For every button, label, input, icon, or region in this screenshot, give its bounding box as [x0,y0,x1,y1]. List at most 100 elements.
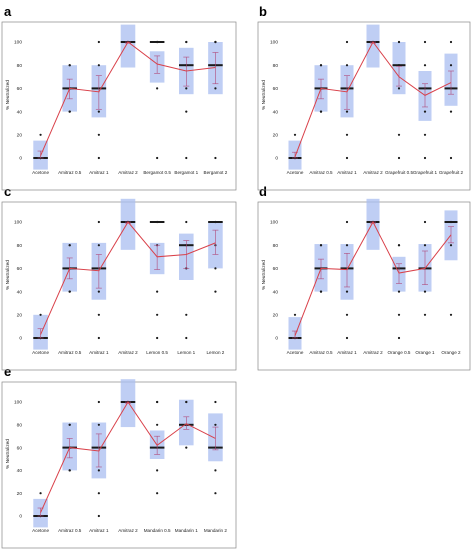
panel-letter-d: d [259,184,267,199]
y-tick-label: 80 [17,423,23,429]
y-tick-label: 40 [273,109,279,115]
y-tick-label: 60 [17,266,23,272]
data-point [97,514,100,518]
data-point [449,156,453,160]
mean-line [40,401,216,513]
data-point [97,423,100,426]
iqr-box [366,198,380,250]
data-point [68,64,71,67]
data-point [156,423,159,426]
data-point [345,133,349,136]
y-tick-label: 80 [17,63,23,69]
x-category-label: Amitraz 1 [89,170,109,175]
data-point [214,492,217,495]
x-category-label: Amitraz 0.5 [309,170,333,175]
x-category-label: Lemon 0.5 [146,350,168,355]
y-tick-label: 0 [275,336,278,342]
data-point [423,133,427,136]
x-category-label: Acetone [32,170,49,175]
data-point [319,64,323,67]
y-tick-label: 60 [17,86,23,92]
y-tick-label: 20 [273,313,279,319]
y-axis-title: % Neutralized [261,80,267,110]
data-point [214,400,217,404]
data-point [97,313,100,316]
data-point [185,87,188,90]
data-point [423,290,427,293]
y-tick-label: 20 [17,491,23,497]
x-category-label: Acetone [287,170,304,175]
panel-frame [257,201,471,371]
iqr-box [120,198,136,250]
data-point [185,336,188,340]
mean-line [294,41,452,158]
panel-c: % Neutralized 0 20 40 60 80 100 Acetone Amitraz … [1,198,237,371]
x-category-label: Amitraz 0.5 [309,350,333,355]
panel-frame [1,381,237,549]
data-point [97,156,100,160]
y-axis-title: % Neutralized [261,260,267,290]
y-tick-label: 80 [17,243,23,249]
data-point [293,133,297,136]
data-point [156,336,159,340]
y-tick-label: 40 [273,289,279,295]
x-category-label: Grapefruit 0.5 [385,170,414,175]
data-point [97,400,100,404]
data-point [185,313,188,316]
data-point [423,110,427,113]
data-point [156,313,159,316]
data-point [185,40,188,44]
y-axis-title: % Neutralized [5,439,11,469]
panel-letter-a: a [4,4,12,19]
data-point [97,244,100,247]
x-category-label: Mandarin 1 [175,528,198,533]
y-tick-label: 60 [273,86,279,92]
data-point [185,220,188,224]
data-point [423,313,427,316]
y-tick-label: 20 [17,313,23,319]
data-point [185,110,188,113]
y-tick-label: 40 [17,468,23,474]
y-tick-label: 40 [17,109,23,115]
data-point [397,133,401,136]
data-point [449,64,453,67]
x-category-label: Acetone [287,350,304,355]
chart-layer: % Neutralized 0 20 40 60 80 100 Acetone Amitraz … [1,21,471,549]
data-point [214,40,217,44]
data-point [185,156,188,160]
data-point [345,336,349,340]
mean-line [40,221,216,335]
data-point [68,110,71,113]
data-point [97,40,100,44]
data-point [156,469,159,472]
x-category-label: Amitraz 2 [118,528,138,533]
y-tick-label: 20 [17,133,23,139]
x-category-label: Orange 0.5 [388,350,411,355]
data-point [319,110,323,113]
panel-frame [1,201,237,371]
data-point [39,313,42,316]
data-point [319,244,323,247]
x-category-label: Acetone [32,350,49,355]
data-point [214,87,217,90]
y-tick-label: 60 [273,266,279,272]
data-point [397,336,401,340]
data-point [185,400,188,404]
x-category-label: Grapefruit 1 [413,170,438,175]
data-point [156,156,159,160]
data-point [423,40,427,44]
panel-letter-c: c [4,184,11,199]
data-point [423,156,427,160]
x-category-label: Amitraz 0.5 [58,170,82,175]
data-point [293,313,297,316]
x-category-label: Acetone [32,528,49,533]
data-point [214,267,217,270]
panel-a: % Neutralized 0 20 40 60 80 100 Acetone Amitraz … [1,21,237,191]
x-category-label: Amitraz 0.5 [58,528,82,533]
data-point [68,469,71,472]
x-category-label: Orange 2 [441,350,461,355]
data-point [97,469,100,472]
y-tick-label: 80 [273,63,279,69]
data-point [397,87,401,90]
data-point [345,40,349,44]
